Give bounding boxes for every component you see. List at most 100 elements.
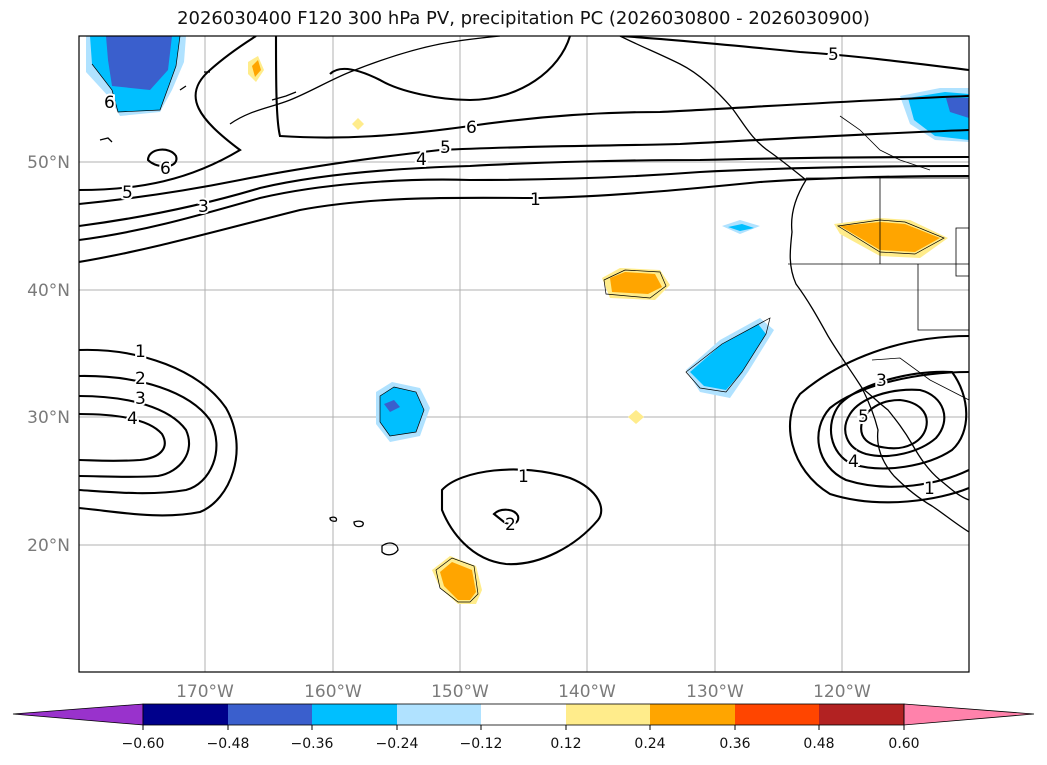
precip-positive-oregon-core (840, 222, 940, 252)
colorbar-segment (819, 704, 904, 725)
contour-label: 4 (416, 150, 427, 170)
map-title: 2026030400 F120 300 hPa PV, precipitatio… (177, 8, 870, 29)
contour-label: 4 (127, 409, 138, 429)
colorbar-segment (735, 704, 819, 725)
coast-hawaii-3 (353, 520, 364, 528)
lat-label-40n: 40°N (27, 281, 70, 301)
colorbar-tick-label: −0.48 (207, 736, 250, 752)
border-bc (839, 115, 931, 171)
border-us-mexico (871, 357, 969, 401)
coastlines (99, 36, 969, 556)
colorbar-tick-label: 0.36 (719, 736, 750, 752)
colorbar-segment (397, 704, 481, 725)
precip-outline-4 (603, 269, 667, 299)
precip-negative-nw-core (106, 36, 172, 90)
pv-contour-1-east (788, 334, 969, 504)
pv-contours (79, 36, 969, 566)
lon-label-150w: 150°W (431, 682, 489, 702)
border-states-4 (955, 227, 969, 277)
map-frame (78, 35, 970, 673)
colorbar-segment (566, 704, 650, 725)
precip-positive-dot-b (628, 410, 644, 424)
pv-contour-5-east (860, 398, 928, 450)
contour-label: 1 (530, 190, 541, 210)
colorbar-segment (228, 704, 312, 725)
lon-label-120w: 120°W (813, 682, 871, 702)
precip-outline-5 (435, 557, 479, 603)
colorbar-tick-label: 0.60 (888, 736, 919, 752)
lon-label-160w: 160°W (304, 682, 362, 702)
lon-label-130w: 130°W (686, 682, 744, 702)
contour-label: 5 (122, 183, 133, 203)
precip-outlines (90, 36, 945, 603)
colorbar-segment (312, 704, 397, 725)
coast-hawaii-2 (329, 516, 338, 522)
contour-label: 3 (135, 389, 146, 409)
contour-label: 2 (505, 515, 516, 535)
pv-contour-4-north (79, 155, 969, 228)
precip-outline-1 (90, 36, 181, 113)
colorbar-extend-low (12, 703, 144, 726)
pv-contour-3-north (79, 164, 969, 242)
colorbar-tick-label: −0.24 (376, 736, 419, 752)
precip-negative-small-coast-core (728, 224, 754, 231)
contour-label: 1 (518, 467, 529, 487)
lat-label-50n: 50°N (27, 153, 70, 173)
longitude-labels: 170°W 160°W 150°W 140°W 130°W 120°W (176, 682, 871, 702)
colorbar-tick-label: −0.36 (291, 736, 334, 752)
contour-label: 5 (858, 407, 869, 427)
lat-label-20n: 20°N (27, 536, 70, 556)
coast-aleutian (99, 71, 297, 143)
contour-label: 3 (876, 371, 887, 391)
lon-label-140w: 140°W (558, 682, 616, 702)
precip-positive-mid-core (610, 272, 662, 294)
pv-contour-6-upper (329, 36, 572, 102)
latitude-labels: 50°N 40°N 30°N 20°N (27, 153, 70, 556)
contour-label: 5 (828, 45, 839, 65)
colorbar-ticks (142, 725, 905, 730)
political-borders (788, 115, 969, 401)
coast-baja (861, 387, 969, 501)
contour-label: 6 (104, 93, 115, 113)
precip-outline-3 (685, 317, 771, 393)
contour-label: 1 (924, 479, 935, 499)
colorbar-segment (650, 704, 735, 725)
precip-positive-south-core (440, 562, 476, 600)
precip-negative-centralpac-core (690, 324, 766, 390)
contour-label: 6 (466, 118, 477, 138)
contour-label: 4 (848, 452, 859, 472)
pv-contour-2-east (817, 370, 969, 488)
colorbar-tick-label: −0.12 (460, 736, 503, 752)
colorbar-extend-high (903, 703, 1035, 726)
precip-outline-2 (379, 386, 425, 437)
lat-label-30n: 30°N (27, 408, 70, 428)
border-states-3 (917, 264, 969, 331)
coast-hawaii-1 (381, 542, 399, 556)
map-background (79, 36, 969, 672)
precip-positive-dot-a (352, 118, 364, 130)
pv-contour-2-central (492, 508, 520, 526)
colorbar-tick-label: −0.60 (122, 736, 165, 752)
precip-negative-hawaii-north-core (384, 400, 400, 412)
colorbar-tick-label: 0.12 (550, 736, 581, 752)
colorbar-tick-label: 0.24 (634, 736, 665, 752)
pv-contour-1-west (79, 348, 238, 517)
pv-contour-1-central (440, 468, 603, 566)
precip-negative-east-core (946, 98, 969, 118)
colorbar-segment (143, 704, 228, 725)
contour-label: 6 (160, 159, 171, 179)
colorbar-frame (142, 703, 905, 726)
precip-positive-small-a-core (252, 60, 261, 77)
pv-contour-3-west (79, 394, 191, 478)
lon-label-170w: 170°W (176, 682, 234, 702)
contour-label: 5 (440, 138, 451, 158)
pv-contour-5-north (79, 128, 969, 206)
pv-contour-4-west (79, 412, 166, 462)
contour-label: 3 (198, 197, 209, 217)
pv-contour-1-north (79, 174, 969, 264)
pv-contour-6-small (146, 148, 178, 168)
colorbar-segment (481, 704, 566, 725)
pv-contour-6-north (79, 36, 969, 192)
contour-label: 2 (135, 369, 146, 389)
